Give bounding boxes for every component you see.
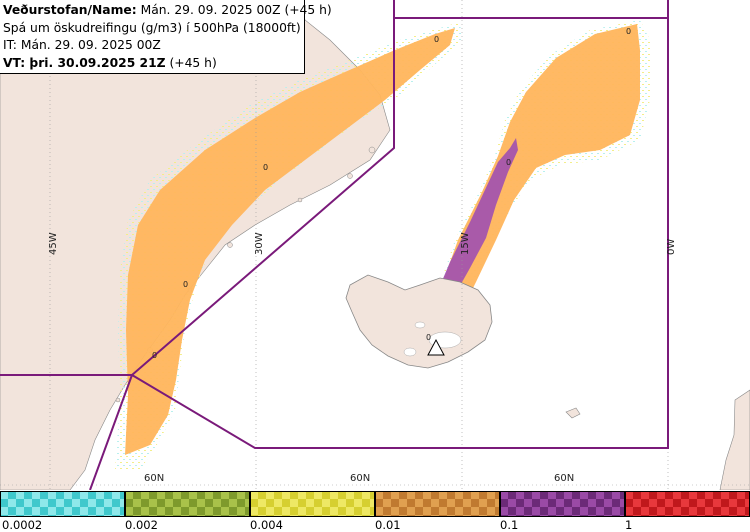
legend-label: 0.004	[250, 518, 283, 532]
legend-swatch	[500, 491, 625, 517]
info-line-2: Spá um öskudreifingu (g/m3) í 500hPa (18…	[3, 20, 301, 35]
contour-label: 0	[426, 333, 431, 342]
lon-label-0w: 0W	[666, 239, 677, 255]
info-valid-time-label: VT: þri. 30.09.2025 21Z	[3, 55, 166, 70]
ash-forecast-map: 45W 30W 15W 0W 60N 60N 60N 0 0 0 0 0 0 0	[0, 0, 750, 490]
legend-swatch	[250, 491, 375, 517]
info-line-1: Veðurstofan/Name: Mán. 29. 09. 2025 00Z …	[3, 2, 332, 20]
info-issue-value: Mán. 29. 09. 2025 00Z (+45 h)	[140, 3, 332, 17]
legend-labels: 0.0002 0.002 0.004 0.01 0.1 1	[0, 518, 750, 532]
faroe-islands	[565, 407, 581, 419]
contour-label: 0	[152, 351, 157, 360]
legend-label: 0.01	[375, 518, 401, 532]
volcano-marker-icon	[427, 338, 445, 356]
legend-label: 1	[625, 518, 633, 532]
legend-label: 0.0002	[2, 518, 43, 532]
lon-label-30w: 30W	[254, 232, 265, 255]
legend-label: 0.002	[125, 518, 158, 532]
contour-label: 0	[626, 27, 631, 36]
forecast-info-box: Veðurstofan/Name: Mán. 29. 09. 2025 00Z …	[0, 0, 332, 74]
contour-label: 0	[183, 280, 188, 289]
concentration-legend: 0.0002 0.002 0.004 0.01 0.1 1	[0, 490, 750, 532]
legend-label: 0.1	[500, 518, 519, 532]
region-boundaries	[0, 0, 669, 490]
info-issuer-label: Veðurstofan/Name:	[3, 3, 137, 17]
lat-label-60n-a: 60N	[144, 473, 164, 484]
ash-plume-greenland	[125, 28, 455, 455]
legend-color-bar	[0, 491, 750, 517]
ash-plume-north	[432, 24, 640, 330]
lon-label-15w: 15W	[460, 232, 471, 255]
contour-label: 0	[263, 163, 268, 172]
contour-label: 0	[506, 158, 511, 167]
lat-label-60n-b: 60N	[350, 473, 370, 484]
contour-label: 0	[434, 35, 439, 44]
info-line-4: VT: þri. 30.09.2025 21Z (+45 h)	[3, 55, 304, 73]
legend-swatch	[125, 491, 250, 517]
info-line-3: IT: Mán. 29. 09. 2025 00Z	[3, 38, 161, 53]
scandinavia-land	[719, 389, 750, 490]
lat-label-60n-c: 60N	[554, 473, 574, 484]
info-valid-offset: (+45 h)	[169, 55, 217, 70]
lon-label-45w: 45W	[48, 232, 59, 255]
legend-swatch	[0, 491, 125, 517]
legend-swatch	[375, 491, 500, 517]
legend-swatch	[625, 491, 750, 517]
